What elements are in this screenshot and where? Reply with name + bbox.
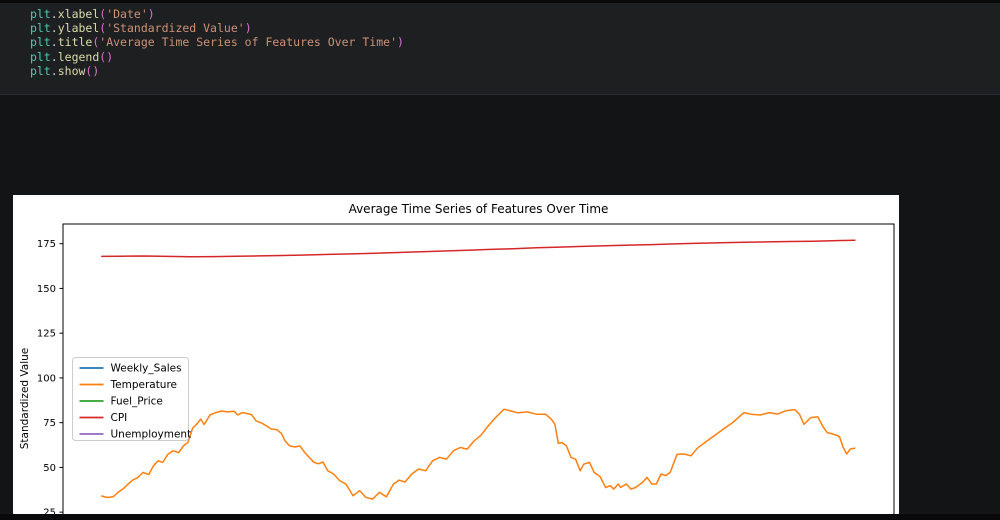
y-tick-label: 75 — [43, 418, 56, 429]
code-token-bracket: ) — [244, 21, 252, 36]
axes-spines — [62, 223, 895, 520]
code-token-bracket: ( — [99, 21, 107, 36]
code-token-string: 'Standardized Value' — [106, 21, 245, 36]
code-token-module: plt — [30, 49, 51, 64]
y-tick-label: 50 — [43, 463, 56, 474]
code-token-module: plt — [30, 7, 51, 21]
code-line: plt.ylabel('Standardized Value') — [30, 21, 404, 35]
code-token-function: ylabel — [57, 21, 100, 36]
legend-label-Temperature: Temperature — [110, 379, 178, 391]
window-bottom-edge — [0, 514, 1000, 520]
chart-svg: Average Time Series of Features Over Tim… — [19, 202, 895, 520]
code-cell: plt.xlabel('Date') plt.ylabel('Standardiz… — [0, 3, 1000, 95]
window-top-edge — [0, 0, 1000, 3]
code-token-bracket: ( — [85, 63, 93, 78]
code-token-plain: . — [50, 7, 58, 21]
y-tick-label: 25 — [43, 508, 56, 519]
code-token-plain: . — [50, 49, 58, 64]
code-token-function: show — [57, 63, 86, 78]
code-token-bracket: ( — [99, 49, 107, 64]
code-token-bracket: ( — [99, 7, 107, 21]
y-tick-label: 125 — [37, 329, 56, 340]
output-cell: Average Time Series of Features Over Tim… — [0, 95, 1000, 520]
y-tick-label: 150 — [37, 284, 56, 295]
code-line: plt.xlabel('Date') — [30, 7, 404, 21]
code-token-string: 'Average Time Series of Features Over Ti… — [99, 35, 397, 50]
code-token-bracket: ( — [92, 35, 100, 50]
code-token-module: plt — [30, 21, 51, 36]
legend-label-CPI: CPI — [111, 412, 128, 424]
chart-title: Average Time Series of Features Over Tim… — [349, 202, 609, 216]
code-token-plain: . — [50, 35, 58, 50]
code-token-bracket: ) — [92, 63, 100, 78]
code-token-function: xlabel — [57, 7, 100, 21]
legend-label-Weekly_Sales: Weekly_Sales — [111, 363, 182, 375]
legend-label-Fuel_Price: Fuel_Price — [111, 396, 163, 408]
code-token-module: plt — [30, 35, 51, 50]
plot-area — [63, 224, 894, 520]
legend-box — [72, 357, 189, 441]
code-line: plt.legend() — [30, 50, 404, 64]
code-token-plain: . — [50, 21, 58, 36]
legend: Weekly_Sales Temperature Fuel_Price CPI Unem… — [72, 357, 192, 441]
code-token-plain: . — [50, 63, 58, 78]
code-line: plt.show() — [30, 64, 404, 78]
code-token-function: legend — [57, 49, 100, 64]
code-editor[interactable]: plt.xlabel('Date') plt.ylabel('Standardiz… — [30, 7, 404, 78]
code-token-bracket: ) — [397, 35, 404, 50]
matplotlib-figure: Average Time Series of Features Over Tim… — [13, 195, 899, 520]
code-token-bracket: ) — [106, 49, 114, 64]
series-line-Temperature — [101, 408, 856, 500]
code-token-function: title — [57, 35, 93, 50]
code-token-module: plt — [30, 63, 51, 78]
y-axis-label: Standardized Value — [19, 348, 31, 450]
y-tick-label: 100 — [37, 373, 56, 384]
y-tick-label: 175 — [37, 239, 56, 250]
code-token-string: 'Date' — [106, 7, 148, 21]
code-line: plt.title('Average Time Series of Featur… — [30, 35, 404, 49]
series-line-CPI — [101, 239, 856, 258]
legend-label-Unemployment: Unemployment — [111, 429, 192, 441]
code-token-bracket: ) — [147, 7, 155, 21]
